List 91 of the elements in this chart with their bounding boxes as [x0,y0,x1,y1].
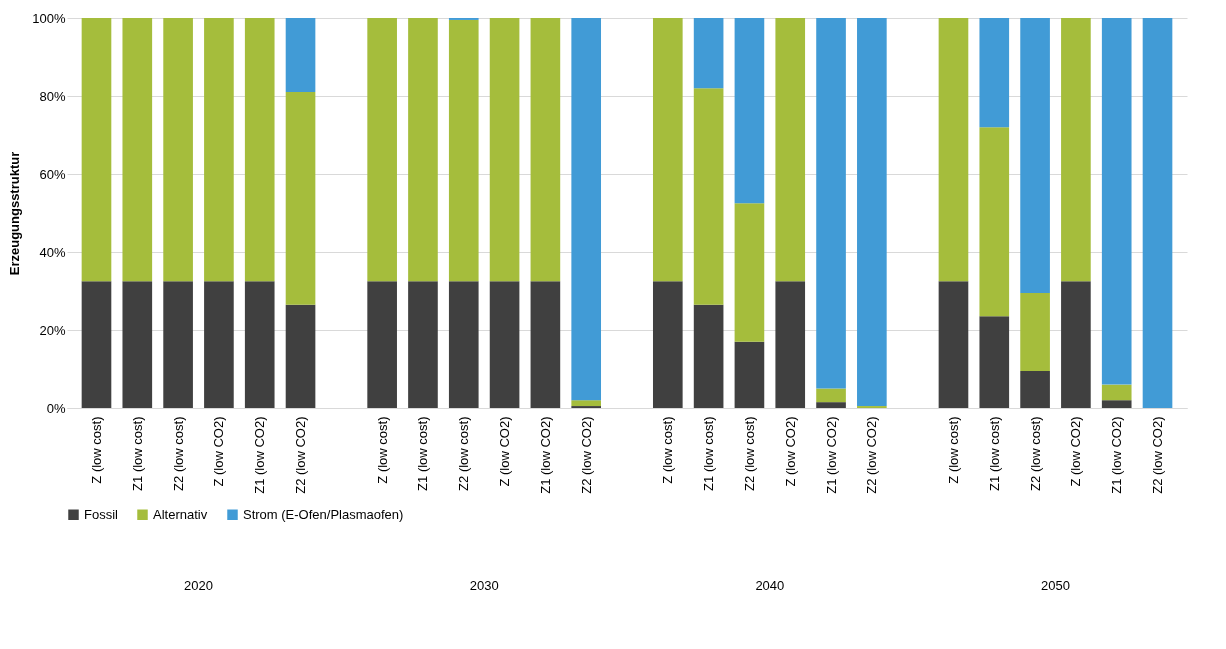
y-tick-label: 80% [39,88,66,104]
bar [448,281,479,408]
bar [1101,400,1132,408]
bar [530,18,561,282]
y-tick-label: 20% [39,322,66,338]
bar [571,18,602,401]
bar [734,203,765,342]
bar [408,281,438,408]
bar [775,281,806,408]
x-tick-label: Z2 (low CO2) [578,416,594,494]
bar [204,18,234,282]
bar [1020,292,1050,371]
bar [408,18,438,282]
bar [122,281,153,408]
legend-label: Fossil [84,506,119,522]
bar [367,281,397,408]
bar [285,304,316,408]
bar [816,18,846,389]
text: 2040 [755,578,785,593]
bar [204,281,234,408]
bar [163,18,193,282]
bar [816,388,846,403]
bar [1142,18,1173,408]
bar [81,18,112,282]
bar [857,18,887,407]
bar [530,281,561,408]
bar [775,18,806,282]
bar [1020,18,1050,293]
x-tick-label: Z1 (low CO2) [537,416,553,494]
x-tick-label: Z2 (low CO2) [1150,416,1166,494]
bar [285,92,316,305]
x-tick-label: Z1 (low cost) [986,416,1002,491]
bar [244,281,275,408]
bar [1020,370,1050,408]
text: 2020 [184,578,213,593]
bar [122,18,153,282]
bar [938,281,969,408]
bar [979,127,1010,317]
x-tick-label: Z (low cost) [660,416,676,484]
y-tick-label: 0% [46,400,66,416]
x-tick-label: Z1 (low CO2) [252,416,268,494]
x-tick-label: Z (low cost) [88,416,104,484]
bar [448,19,479,282]
y-axis-title: Erzeugungsstruktur [7,151,23,276]
x-tick-label: Z (low CO2) [1068,416,1084,487]
bar [652,18,683,282]
legend-label: Alternativ [153,506,208,522]
x-tick-label: Z1 (low cost) [129,416,145,491]
text: 2050 [1041,578,1070,593]
x-tick-label: Z (low CO2) [782,416,798,487]
x-tick-label: Z (low CO2) [211,416,227,487]
bar [1101,18,1132,385]
x-tick-label: Z2 (low cost) [456,416,472,491]
x-tick-label: Z1 (low cost) [701,416,717,491]
bar [693,304,724,408]
bar [489,18,520,282]
bar [652,281,683,408]
x-tick-label: Z2 (low CO2) [293,416,309,494]
bar [81,281,112,408]
bar [1101,384,1132,401]
x-tick-label: Z2 (low CO2) [864,416,880,494]
bar [734,341,765,408]
x-tick-label: Z2 (low cost) [170,416,186,491]
bar [693,88,724,305]
x-tick-label: Z1 (low CO2) [823,416,839,494]
bar [244,18,275,282]
y-tick-label: 100% [32,10,66,26]
x-tick-label: Z1 (low CO2) [1109,416,1125,494]
text: 2030 [469,578,499,593]
legend-label: Strom (E-Ofen/Plasmaofen) [243,506,404,522]
x-tick-label: Z2 (low cost) [741,416,757,491]
bar [367,18,397,282]
bar [285,18,316,93]
x-tick-label: Z (low cost) [945,416,961,484]
bar [816,402,846,408]
bar [938,18,969,282]
bar [571,400,602,407]
bar [979,316,1010,408]
bar [979,18,1010,128]
x-tick-label: Z (low cost) [374,416,390,484]
y-tick-label: 40% [39,244,66,260]
bar [489,281,520,408]
bar [1061,18,1091,282]
bar [1061,281,1091,408]
y-tick-label: 60% [39,166,66,182]
bar [163,281,193,408]
x-tick-label: Z2 (low cost) [1027,416,1043,491]
x-tick-label: Z (low CO2) [497,416,513,487]
bar [734,18,765,204]
bar [693,18,724,89]
x-tick-label: Z1 (low cost) [415,416,431,491]
